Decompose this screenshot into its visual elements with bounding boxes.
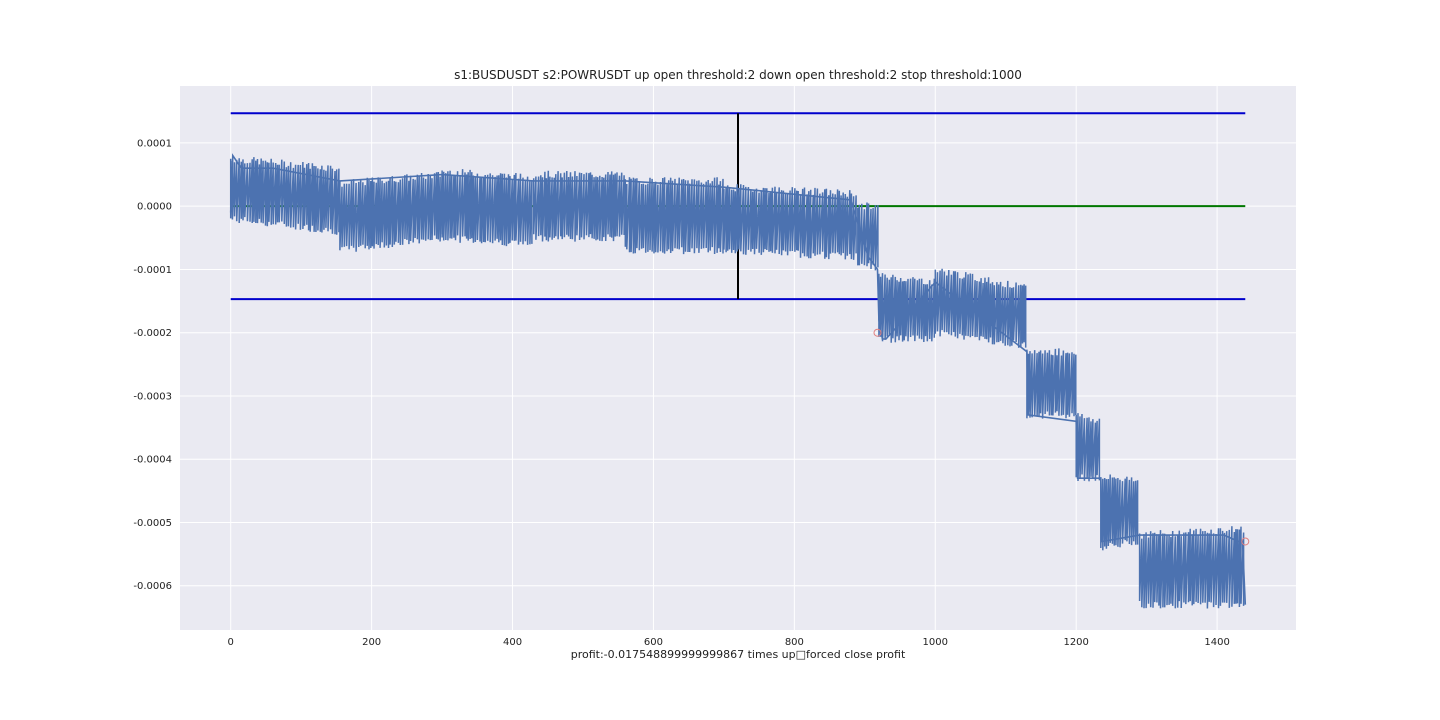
y-tick-label: 0.0000 <box>137 202 172 213</box>
tick-labels: 0 200 400 600 800 1000 1200 1400 0.0001 0.0000 -0.… <box>133 138 1229 648</box>
series-oscillation <box>934 268 1027 348</box>
close-marker <box>873 328 882 337</box>
series-oscillation <box>532 170 625 242</box>
x-axis-label: profit:-0.017548899999999867 times up□fo… <box>571 648 906 661</box>
series-oscillation <box>339 171 443 252</box>
chart-title: s1:BUSDUSDT s2:POWRUSDT up open threshol… <box>454 68 1022 82</box>
y-tick-label: -0.0006 <box>133 581 172 592</box>
close-markers <box>873 328 1250 546</box>
x-tick-label: 1200 <box>1063 637 1088 648</box>
series-oscillation <box>624 177 724 255</box>
series-oscillation <box>1100 474 1139 551</box>
close-marker <box>1241 537 1250 546</box>
x-tick-label: 1000 <box>923 637 948 648</box>
series-oscillation <box>1026 348 1077 419</box>
series-layer <box>229 153 1247 609</box>
x-tick-label: 400 <box>503 637 522 648</box>
y-tick-label: -0.0003 <box>133 391 172 402</box>
series-oscillation <box>878 273 936 343</box>
series-oscillation <box>1075 413 1101 482</box>
y-tick-label: -0.0002 <box>133 328 172 339</box>
x-tick-label: 0 <box>228 637 234 648</box>
x-tick-label: 600 <box>644 637 663 648</box>
series-oscillation <box>857 202 879 271</box>
y-tick-label: -0.0004 <box>133 455 172 466</box>
series-oscillation <box>1138 526 1245 609</box>
series-oscillation <box>723 184 857 260</box>
x-tick-label: 1400 <box>1204 637 1229 648</box>
y-tick-label: -0.0005 <box>133 518 172 529</box>
series-oscillation <box>441 169 533 247</box>
y-tick-label: 0.0001 <box>137 138 172 149</box>
y-tick-label: -0.0001 <box>133 265 172 276</box>
x-tick-label: 200 <box>362 637 381 648</box>
series-oscillation <box>229 157 340 235</box>
x-tick-label: 800 <box>785 637 804 648</box>
